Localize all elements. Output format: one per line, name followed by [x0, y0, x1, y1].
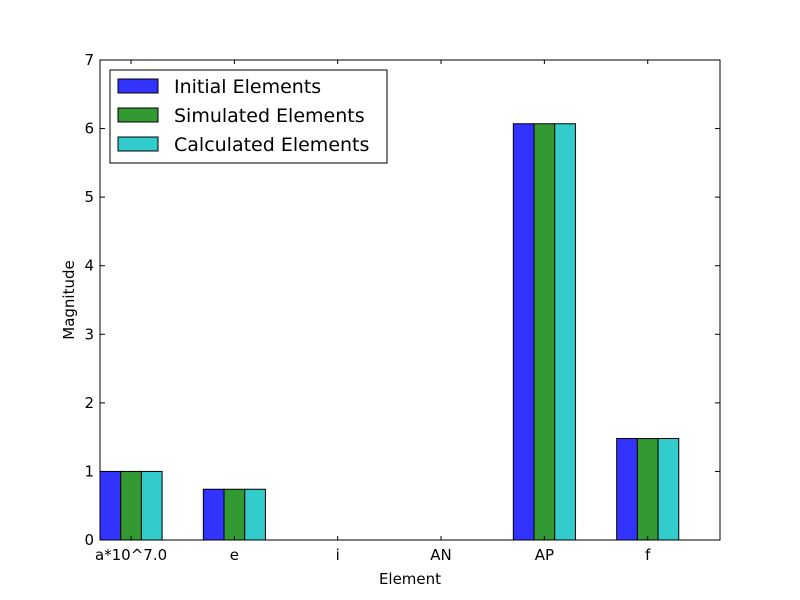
x-tick-label: i [336, 546, 340, 564]
y-axis-label: Magnitude [60, 260, 78, 339]
x-axis-label: Element [379, 570, 441, 588]
x-tick-label: e [230, 546, 239, 564]
bar-3-5 [554, 123, 576, 541]
y-tick-label: 7 [84, 51, 94, 69]
bar-2-5 [533, 123, 556, 541]
bar-2-2 [223, 488, 246, 541]
bar-1-1 [99, 470, 122, 541]
bar-1-2 [202, 488, 225, 541]
plot-area-frame [99, 59, 721, 541]
x-tick-label: a*10^7.0 [95, 546, 167, 564]
legend-label-2: Simulated Elements [174, 105, 365, 127]
legend: Initial Elements Simulated Elements Calcul… [109, 69, 388, 164]
x-tick-label: AP [535, 546, 554, 564]
y-tick-label: 1 [84, 462, 94, 480]
y-tick-label: 0 [84, 531, 94, 549]
x-tick-label: f [645, 546, 651, 564]
bar-1-5 [512, 123, 535, 541]
y-tick-label: 3 [84, 325, 94, 343]
bars-layer [99, 123, 680, 541]
legend-swatch-2 [117, 107, 159, 123]
bar-3-1 [140, 470, 163, 541]
legend-swatch-1 [117, 78, 159, 94]
y-tick-label: 6 [84, 120, 94, 138]
x-tick-label: AN [430, 546, 451, 564]
legend-label-1: Initial Elements [174, 76, 321, 98]
bar-3-6 [657, 438, 680, 541]
bar-2-6 [636, 438, 659, 541]
legend-swatch-3 [117, 136, 159, 152]
ticks-layer: a*10^7.0 e i AN AP f 0 1 2 3 4 5 6 7 [84, 51, 720, 564]
y-tick-label: 5 [84, 188, 94, 206]
legend-label-3: Calculated Elements [174, 134, 369, 156]
y-tick-label: 4 [84, 257, 94, 275]
bar-1-6 [616, 438, 638, 541]
bar-3-2 [244, 488, 266, 541]
y-tick-label: 2 [84, 394, 94, 412]
bar-2-1 [120, 470, 142, 541]
